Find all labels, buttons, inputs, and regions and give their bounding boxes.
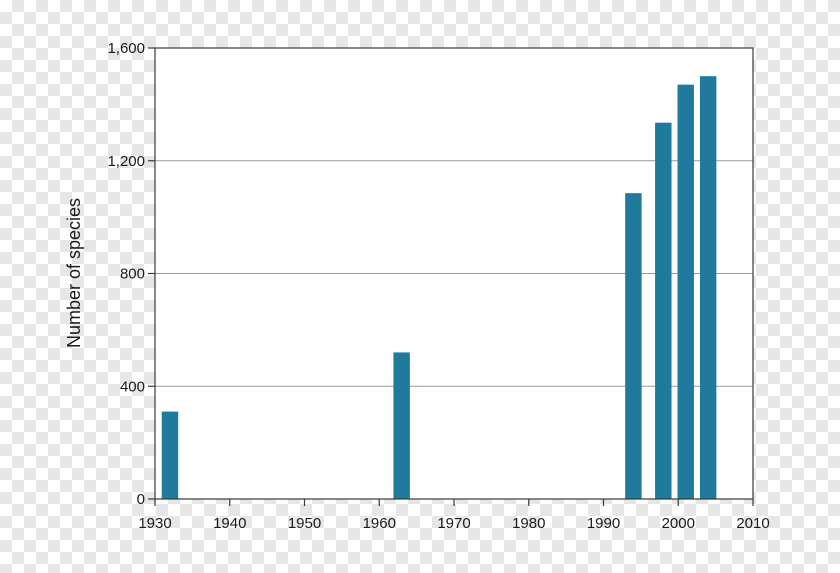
y-axis-title: Number of species bbox=[64, 198, 84, 348]
bar-1932 bbox=[161, 411, 179, 499]
gridlines bbox=[155, 160, 753, 387]
y-tick-label-0: 0 bbox=[137, 491, 145, 508]
x-tick-label-1970: 1970 bbox=[437, 515, 470, 532]
bar-2004 bbox=[699, 76, 717, 499]
x-tick-label-1940: 1940 bbox=[213, 515, 246, 532]
y-tick-label-1200: 1,200 bbox=[107, 153, 145, 170]
x-tick-label-1960: 1960 bbox=[363, 515, 396, 532]
x-tick-label-2000: 2000 bbox=[662, 515, 695, 532]
x-tick-label-1930: 1930 bbox=[138, 515, 171, 532]
bar-1963 bbox=[393, 352, 410, 499]
bar-2001 bbox=[677, 84, 694, 500]
y-axis: 0 400 800 1,200 1,600 bbox=[107, 40, 155, 508]
y-tick-label-1600: 1,600 bbox=[107, 40, 145, 57]
bar-1994 bbox=[625, 193, 642, 499]
bar-1998 bbox=[655, 122, 672, 500]
x-tick-label-1990: 1990 bbox=[587, 515, 620, 532]
x-tick-label-1980: 1980 bbox=[512, 515, 545, 532]
y-tick-label-800: 800 bbox=[120, 266, 145, 283]
x-tick-label-1950: 1950 bbox=[288, 515, 321, 532]
x-tick-label-2010: 2010 bbox=[736, 515, 769, 532]
bars bbox=[161, 76, 717, 500]
y-tick-label-400: 400 bbox=[120, 378, 145, 395]
x-axis: 1930 1940 1950 1960 1970 1980 1990 2000 2010 bbox=[138, 499, 770, 532]
